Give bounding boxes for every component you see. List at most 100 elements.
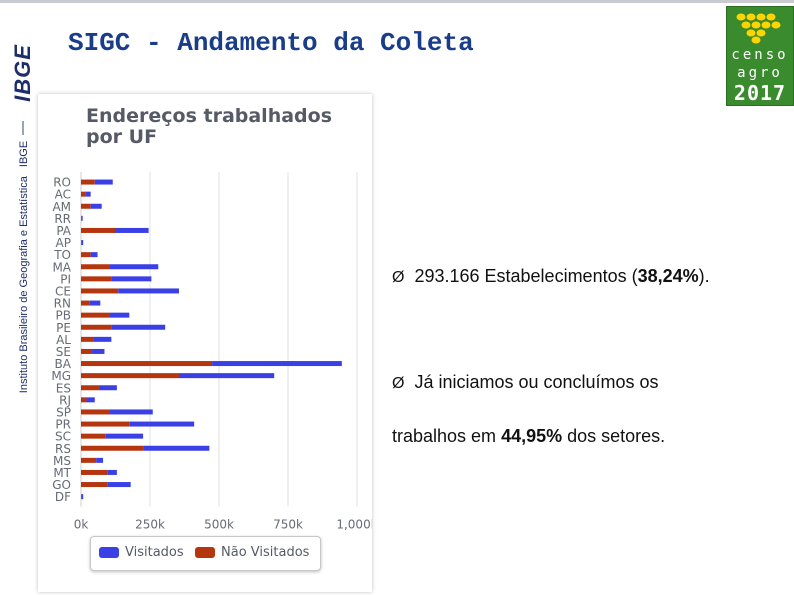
bar-nao-visitados-ap — [81, 240, 82, 246]
bullet-percent: 44,95% — [501, 426, 563, 446]
bar-nao-visitados-mg — [81, 373, 179, 379]
y-tick-label: MA — [52, 260, 71, 274]
bar-visitados-pi — [111, 276, 152, 282]
bar-visitados-es — [98, 385, 117, 391]
bar-visitados-df — [81, 494, 84, 500]
chart-title: Endereços trabalhados por UF — [86, 105, 333, 148]
bar-nao-visitados-rs — [81, 445, 144, 451]
top-rule — [0, 0, 794, 3]
institute-full-name: Instituto Brasileiro de Geografia e Esta… — [18, 176, 31, 394]
legend-label-visitados: Visitados — [125, 545, 184, 560]
bullet-arrow-icon: Ø — [392, 375, 405, 392]
y-tick-label: BA — [55, 357, 72, 371]
bar-visitados-ba — [212, 361, 342, 367]
y-tick-label: DF — [55, 490, 71, 504]
ibge-logo: IBGE — [8, 37, 38, 109]
y-tick-label: AM — [52, 200, 71, 214]
y-tick-label: PI — [60, 272, 71, 286]
bar-visitados-ro — [94, 179, 113, 185]
bar-nao-visitados-se — [81, 348, 93, 354]
bar-nao-visitados-al — [81, 336, 94, 342]
bar-nao-visitados-go — [81, 482, 108, 488]
y-tick-label: RJ — [59, 393, 71, 407]
x-tick-label: 250k — [135, 518, 165, 532]
legend-item-nao-visitados[interactable]: Não Visitados — [195, 545, 309, 560]
legend-item-visitados[interactable]: Visitados — [99, 545, 184, 560]
bar-visitados-ce — [118, 288, 179, 294]
bar-visitados-rs — [143, 445, 210, 451]
y-tick-label: PE — [56, 321, 71, 335]
bar-nao-visitados-sp — [81, 409, 110, 415]
bar-nao-visitados-rn — [81, 300, 90, 306]
y-tick-label: RR — [54, 212, 71, 226]
bar-nao-visitados-to — [81, 252, 91, 258]
bar-visitados-ap — [81, 240, 84, 246]
bar-visitados-rr — [81, 215, 83, 221]
bar-visitados-to — [90, 252, 98, 258]
x-tick-label: 0k — [74, 518, 89, 532]
bar-visitados-rn — [89, 300, 101, 306]
legend-swatch-visitados — [99, 547, 119, 558]
institute-abbr: IBGE — [18, 140, 31, 168]
bullet-arrow-icon: Ø — [392, 269, 405, 286]
bar-visitados-mg — [178, 373, 275, 379]
bar-nao-visitados-rr — [81, 215, 82, 221]
y-tick-label: PA — [56, 224, 71, 238]
y-tick-label: TO — [53, 248, 71, 262]
bar-nao-visitados-rj — [81, 397, 87, 403]
bar-visitados-pb — [109, 312, 130, 318]
chart-legend: Visitados Não Visitados — [90, 536, 321, 571]
bar-nao-visitados-ro — [81, 179, 95, 185]
y-tick-label: PB — [56, 309, 71, 323]
bar-nao-visitados-ce — [81, 288, 119, 294]
y-tick-label: ES — [56, 381, 71, 395]
y-tick-label: AC — [55, 188, 71, 202]
bar-visitados-am — [90, 203, 102, 209]
y-tick-label: SP — [56, 405, 71, 419]
bar-nao-visitados-es — [81, 385, 99, 391]
bar-visitados-rj — [86, 397, 95, 403]
y-tick-label: PR — [55, 418, 71, 432]
y-tick-label: RS — [55, 442, 71, 456]
bar-nao-visitados-ma — [81, 264, 110, 270]
bar-nao-visitados-sc — [81, 433, 106, 439]
y-tick-label: MS — [53, 454, 71, 468]
bar-nao-visitados-pe — [81, 324, 112, 330]
bullet-estabelecimentos: Ø 293.166 Estabelecimentos (38,24%). — [392, 266, 710, 287]
bullet-text-end: ). — [698, 266, 710, 286]
x-tick-label: 500k — [204, 518, 234, 532]
bar-visitados-pr — [129, 421, 195, 427]
bar-visitados-pe — [111, 324, 166, 330]
y-tick-label: RO — [53, 176, 71, 190]
y-tick-label: RN — [54, 297, 71, 311]
bar-nao-visitados-pb — [81, 312, 110, 318]
bullet-text: 293.166 Estabelecimentos ( — [414, 266, 638, 286]
bullet-text: trabalhos em — [392, 426, 502, 446]
bullet-percent: 38,24% — [637, 266, 699, 286]
bar-visitados-pa — [115, 227, 149, 233]
bullet-setores: Ø Já iniciamos ou concluímos os — [392, 372, 659, 393]
bar-nao-visitados-mt — [81, 469, 108, 475]
bar-nao-visitados-ms — [81, 457, 97, 463]
bar-visitados-se — [92, 348, 105, 354]
bar-nao-visitados-pr — [81, 421, 130, 427]
censo-logo-line2: agro — [737, 65, 783, 81]
censo-agro-logo: censo agro 2017 — [726, 6, 794, 106]
grapes-icon — [736, 13, 781, 44]
bullet-text-end: dos setores. — [562, 426, 666, 446]
sidebar-divider — [22, 121, 24, 135]
legend-label-nao-visitados: Não Visitados — [221, 545, 310, 560]
y-tick-label: AL — [56, 333, 71, 347]
bar-nao-visitados-pi — [81, 276, 112, 282]
bullet-setores-continued: trabalhos em 44,95% dos setores. — [392, 426, 665, 447]
bar-visitados-mt — [107, 469, 117, 475]
bar-nao-visitados-am — [81, 203, 91, 209]
legend-swatch-nao-visitados — [195, 547, 215, 558]
bar-visitados-sp — [109, 409, 153, 415]
x-tick-label: 1,000k — [336, 518, 372, 532]
bar-chart: 0k 250k 500k 750k 1,000k ROACAMRRPAAPTOMAPICE… — [51, 172, 372, 532]
bar-visitados-al — [93, 336, 112, 342]
bar-nao-visitados-pa — [81, 227, 116, 233]
bar-nao-visitados-ac — [81, 191, 86, 197]
bar-visitados-ma — [109, 264, 159, 270]
